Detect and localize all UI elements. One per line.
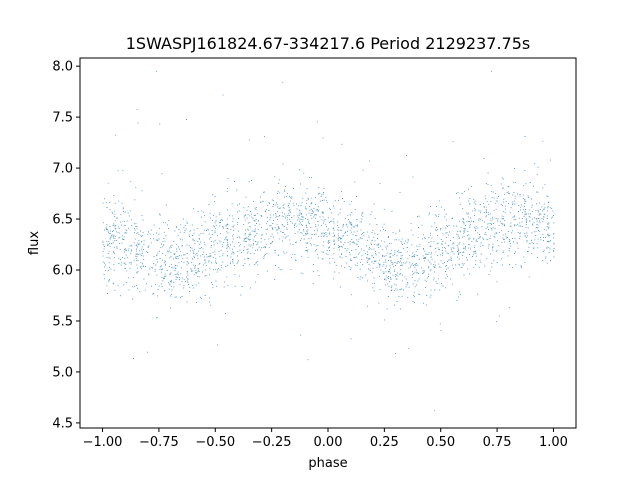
x-tick-label: −1.00 — [83, 435, 123, 450]
y-tick-label: 6.0 — [52, 264, 73, 279]
y-tick-label: 6.5 — [52, 213, 73, 228]
x-tick-label: 0.25 — [370, 435, 399, 450]
y-axis-label: flux — [27, 231, 42, 255]
x-tick-label: 0.50 — [426, 435, 455, 450]
x-tick-label: −0.50 — [195, 435, 235, 450]
x-axis-label: phase — [308, 456, 347, 471]
y-tick-label: 4.5 — [52, 416, 73, 431]
y-tick-label: 8.0 — [52, 60, 73, 75]
x-tick-label: −0.25 — [252, 435, 292, 450]
y-tick-label: 5.0 — [52, 365, 73, 380]
data-points — [102, 70, 555, 412]
y-axis: 4.5 5.0 5.5 6.0 6.5 7.0 7.5 8.0 — [52, 60, 80, 431]
x-tick-label: 1.00 — [539, 435, 568, 450]
x-axis: −1.00 −0.75 −0.50 −0.25 0.00 0.25 0.50 0.75 1.00 — [83, 428, 568, 450]
x-tick-label: −0.75 — [139, 435, 179, 450]
x-tick-label: 0.00 — [314, 435, 343, 450]
y-tick-label: 7.0 — [52, 162, 73, 177]
scatter-points — [102, 70, 555, 412]
x-tick-label: 0.75 — [483, 435, 512, 450]
y-tick-label: 5.5 — [52, 314, 73, 329]
y-tick-label: 7.5 — [52, 111, 73, 126]
chart-title: 1SWASPJ161824.67-334217.6 Period 2129237… — [126, 34, 531, 53]
